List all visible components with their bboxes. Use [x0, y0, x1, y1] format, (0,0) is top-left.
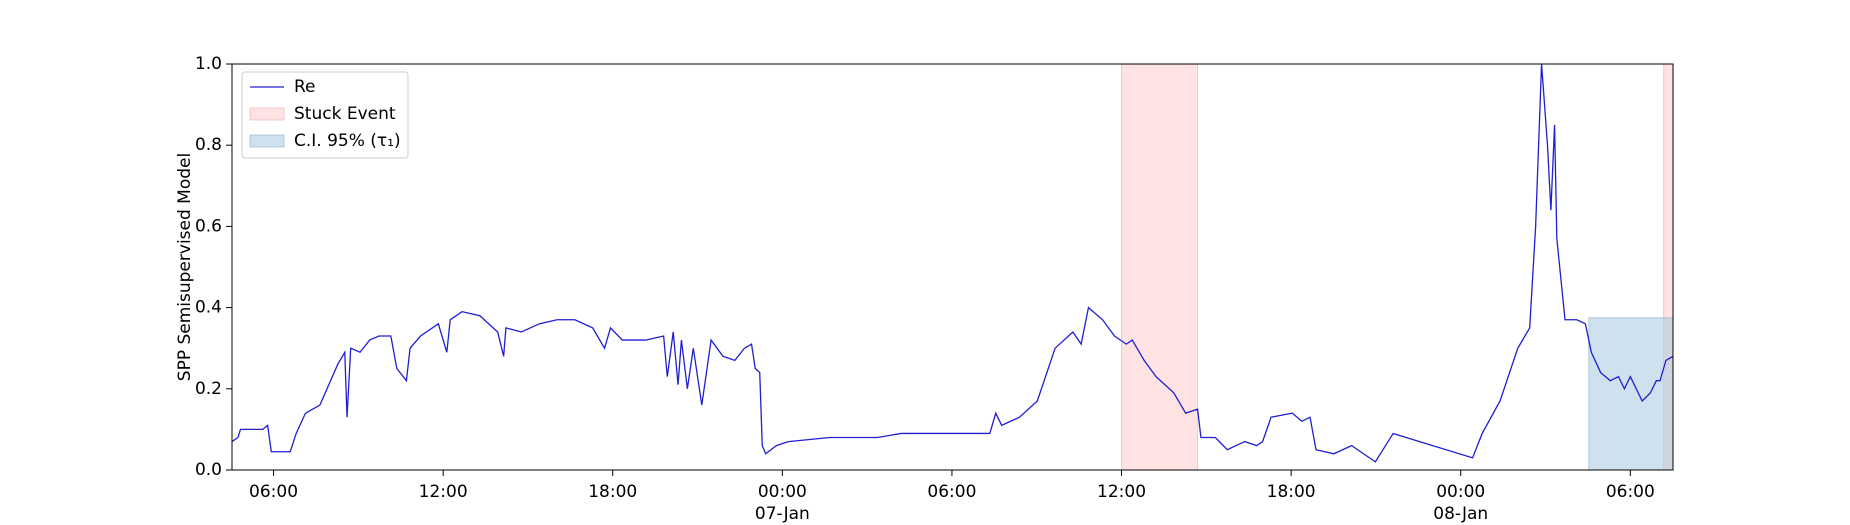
y-tick-label: 0.2	[195, 379, 222, 399]
y-tick-label: 0.0	[195, 460, 222, 480]
x-tick-label: 00:00 08-Jan	[1433, 482, 1488, 524]
axes-frame	[231, 63, 1674, 471]
legend-label: C.I. 95% (τ₁)	[294, 131, 401, 151]
y-tick-label: 0.4	[195, 298, 222, 318]
legend-swatch	[249, 107, 285, 121]
y-tick-label: 0.8	[195, 135, 222, 155]
stuck-event-span	[1121, 63, 1199, 471]
x-tick-label: 06:00	[249, 482, 298, 502]
ci-region	[1588, 317, 1674, 471]
y-axis-label: SPP Semisupervised Model	[175, 153, 195, 381]
x-tick-label: 18:00	[1267, 482, 1316, 502]
y-tick-label: 1.0	[195, 54, 222, 74]
y-tick-label: 0.6	[195, 216, 222, 236]
x-tick-label: 06:00	[1606, 482, 1655, 502]
x-tick-label: 12:00	[1097, 482, 1146, 502]
x-tick-label: 18:00	[588, 482, 637, 502]
x-tick-label: 06:00	[927, 482, 976, 502]
legend-swatch	[249, 134, 285, 148]
x-tick-label: 12:00	[419, 482, 468, 502]
data-line	[231, 63, 1674, 463]
legend-label: Stuck Event	[294, 104, 396, 124]
legend-label: Re	[294, 77, 316, 97]
